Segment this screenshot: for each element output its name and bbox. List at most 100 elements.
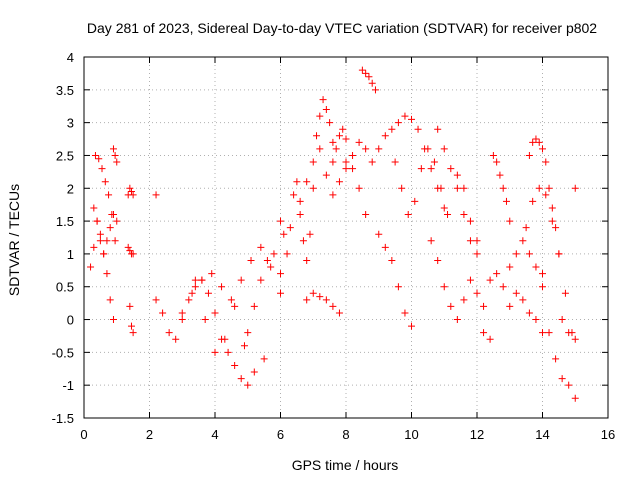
data-point bbox=[290, 191, 298, 199]
data-point bbox=[98, 165, 106, 173]
data-point bbox=[535, 184, 543, 192]
data-point bbox=[211, 348, 219, 356]
data-point bbox=[335, 309, 343, 317]
data-point bbox=[493, 158, 501, 166]
data-point bbox=[191, 276, 199, 284]
series-track-j bbox=[178, 243, 284, 317]
data-point bbox=[404, 211, 412, 219]
data-point bbox=[486, 335, 494, 343]
data-point bbox=[571, 335, 579, 343]
data-point bbox=[126, 302, 134, 310]
data-point bbox=[548, 204, 556, 212]
y-axis-ticks: -1.5 -1 -0.5 0 0.5 1 1.5 2 2.5 3 3.5 4 bbox=[52, 50, 608, 426]
data-point bbox=[103, 237, 111, 245]
data-point bbox=[525, 309, 533, 317]
data-point bbox=[127, 188, 135, 196]
series-track-v bbox=[427, 237, 488, 324]
data-point bbox=[519, 296, 527, 304]
data-point bbox=[326, 119, 334, 127]
data-point bbox=[532, 316, 540, 324]
data-point bbox=[489, 151, 497, 159]
data-point bbox=[371, 86, 379, 94]
data-point bbox=[319, 96, 327, 104]
x-tick-label: 2 bbox=[146, 427, 153, 442]
data-point bbox=[437, 184, 445, 192]
data-point bbox=[263, 256, 271, 264]
series-track-c bbox=[90, 204, 117, 324]
data-point bbox=[277, 270, 284, 278]
data-point bbox=[100, 250, 108, 258]
data-point bbox=[512, 250, 520, 258]
data-point bbox=[90, 243, 98, 251]
data-point bbox=[329, 191, 337, 199]
data-point bbox=[440, 145, 448, 153]
data-point bbox=[539, 283, 546, 291]
data-point bbox=[188, 289, 196, 297]
data-point bbox=[545, 329, 553, 337]
y-axis-label: SDTVAR / TECUs bbox=[6, 184, 22, 296]
data-point bbox=[565, 381, 573, 389]
data-point bbox=[303, 256, 311, 264]
series-track-m bbox=[277, 178, 317, 264]
data-point bbox=[201, 316, 209, 324]
data-point bbox=[535, 138, 543, 146]
series-track-y bbox=[480, 329, 494, 343]
data-point bbox=[486, 276, 494, 284]
data-point bbox=[358, 66, 366, 74]
data-point bbox=[539, 145, 546, 153]
data-point bbox=[548, 217, 556, 225]
data-point bbox=[309, 158, 317, 166]
series-track-p bbox=[329, 125, 350, 166]
data-point bbox=[322, 296, 330, 304]
data-point bbox=[111, 151, 119, 159]
data-point bbox=[111, 237, 119, 245]
y-tick-label: 3 bbox=[67, 116, 74, 131]
data-point bbox=[447, 165, 455, 173]
data-point bbox=[493, 270, 501, 278]
data-points bbox=[87, 66, 579, 402]
series-track-u bbox=[391, 145, 452, 219]
data-point bbox=[109, 316, 117, 324]
data-point bbox=[532, 135, 540, 143]
data-point bbox=[506, 217, 514, 225]
data-point bbox=[408, 115, 415, 123]
data-point bbox=[237, 276, 245, 284]
data-point bbox=[375, 145, 383, 153]
x-tick-label: 10 bbox=[404, 427, 418, 442]
data-point bbox=[106, 296, 114, 304]
series-track-ad bbox=[522, 184, 576, 337]
data-point bbox=[95, 155, 103, 163]
data-point bbox=[103, 270, 111, 278]
x-axis-ticks: 0 2 4 6 8 10 12 14 16 bbox=[80, 57, 615, 442]
data-point bbox=[473, 237, 481, 245]
series-track-d bbox=[109, 145, 121, 166]
data-point bbox=[434, 256, 442, 264]
data-point bbox=[391, 158, 399, 166]
data-point bbox=[365, 73, 373, 81]
data-point bbox=[260, 355, 268, 363]
series-track-t bbox=[375, 230, 415, 330]
data-point bbox=[529, 197, 537, 205]
data-point bbox=[208, 270, 216, 278]
data-point bbox=[129, 250, 137, 258]
data-point bbox=[185, 296, 193, 304]
data-point bbox=[309, 184, 317, 192]
data-point bbox=[106, 224, 114, 232]
data-point bbox=[532, 263, 540, 271]
data-point bbox=[335, 178, 343, 186]
data-point bbox=[316, 293, 324, 301]
y-tick-label: -1.5 bbox=[52, 411, 74, 426]
data-point bbox=[303, 178, 311, 186]
data-point bbox=[394, 119, 402, 127]
series-track-x bbox=[453, 171, 481, 245]
data-point bbox=[453, 316, 461, 324]
series-track-ae bbox=[539, 283, 579, 402]
data-point bbox=[447, 302, 455, 310]
data-point bbox=[519, 237, 527, 245]
data-point bbox=[434, 125, 442, 133]
data-point bbox=[293, 178, 301, 186]
series-track-n bbox=[296, 145, 370, 219]
data-point bbox=[277, 217, 284, 225]
data-point bbox=[178, 316, 186, 324]
data-point bbox=[496, 171, 504, 179]
